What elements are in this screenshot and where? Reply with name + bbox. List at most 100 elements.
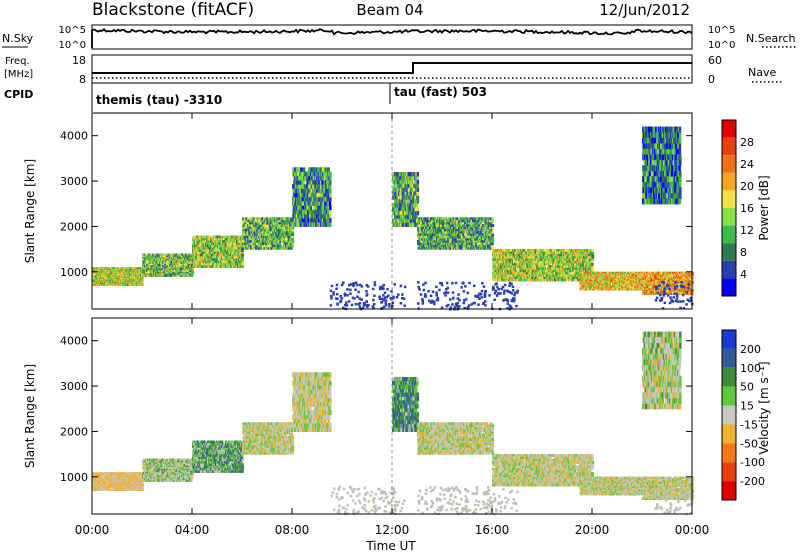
data-cell [234, 246, 238, 250]
data-cell [172, 263, 175, 266]
data-cell [169, 273, 173, 276]
data-cell [174, 266, 177, 269]
data-cell [177, 256, 181, 259]
data-cell [280, 224, 283, 227]
data-cell [159, 255, 163, 258]
data-cell [399, 195, 403, 200]
data-cell [201, 262, 204, 266]
data-cell [239, 251, 242, 255]
beam-title: Beam 04 [356, 1, 423, 19]
data-cell [304, 196, 308, 202]
data-cell [288, 240, 292, 243]
data-cell [209, 240, 213, 243]
data-cell [97, 276, 101, 279]
data-cell [182, 268, 185, 271]
data-cell [308, 196, 312, 202]
data-cell [150, 268, 154, 271]
data-cell [416, 175, 419, 181]
data-cell [215, 242, 219, 246]
data-cell [94, 273, 97, 276]
data-cell [134, 282, 137, 285]
data-cell [95, 276, 98, 279]
data-cell [262, 244, 265, 248]
data-cell [117, 272, 120, 275]
data-cell [224, 242, 228, 246]
data-cell [317, 192, 321, 198]
data-cell [412, 214, 416, 220]
data-cell [416, 210, 420, 216]
data-cell [329, 192, 332, 198]
data-cell [133, 278, 136, 281]
data-cell [232, 237, 235, 241]
data-cell [253, 224, 257, 227]
data-cell [299, 209, 303, 215]
data-cell [225, 244, 228, 248]
data-cell [396, 187, 399, 192]
data-cell [278, 242, 282, 246]
data-cell [144, 263, 147, 266]
data-cell [144, 253, 148, 256]
data-cell [327, 167, 330, 173]
data-cell [183, 256, 186, 259]
data-cell [309, 180, 312, 185]
data-cell [100, 269, 104, 272]
data-cell [185, 258, 188, 261]
data-cell [313, 205, 317, 211]
data-cell [265, 233, 268, 236]
data-cell [152, 265, 155, 268]
data-cell [239, 242, 243, 246]
data-cell [413, 191, 416, 196]
station-title: Blackstone (fitACF) [92, 0, 254, 20]
nave-label: Nave [748, 66, 776, 79]
data-cell [329, 188, 332, 194]
data-cell [189, 260, 193, 263]
data-cell [202, 258, 205, 261]
data-cell [218, 262, 221, 266]
data-cell [142, 255, 146, 258]
data-cell [302, 218, 305, 223]
data-cell [306, 175, 309, 181]
data-cell [147, 260, 150, 263]
data-cell [244, 242, 247, 246]
data-cell [393, 210, 397, 216]
data-cell [172, 271, 175, 274]
data-cell [297, 184, 301, 189]
data-cell [215, 253, 218, 257]
data-cell [182, 266, 186, 269]
data-cell [169, 253, 173, 256]
data-cell [222, 260, 226, 264]
data-cell [166, 268, 170, 271]
data-cell [167, 261, 171, 264]
data-cell [392, 195, 395, 200]
data-cell [322, 209, 326, 215]
data-cell [157, 266, 160, 269]
data-cell [114, 282, 118, 285]
data-cell [322, 213, 325, 219]
data-cell [409, 207, 412, 212]
data-cell [170, 265, 173, 268]
data-cell [114, 273, 117, 276]
data-cell [317, 167, 320, 173]
data-cell [268, 244, 272, 248]
data-cell [157, 258, 160, 261]
data-cell [291, 228, 295, 232]
data-cell [274, 244, 277, 248]
data-cell [110, 273, 114, 276]
data-cell [399, 175, 403, 181]
data-cell [121, 271, 125, 273]
data-cell [147, 265, 151, 268]
data-cell [177, 258, 180, 261]
data-cell [235, 260, 238, 264]
data-cell [291, 237, 295, 241]
data-cell [400, 179, 403, 185]
data-cell [102, 273, 105, 276]
data-cell [104, 272, 108, 275]
data-cell [95, 275, 98, 277]
data-cell [209, 260, 213, 264]
data-cell [177, 265, 180, 268]
data-cell [209, 242, 212, 246]
data-cell [403, 195, 406, 200]
data-cell [175, 253, 178, 256]
data-cell [392, 172, 395, 177]
data-cell [181, 263, 185, 266]
